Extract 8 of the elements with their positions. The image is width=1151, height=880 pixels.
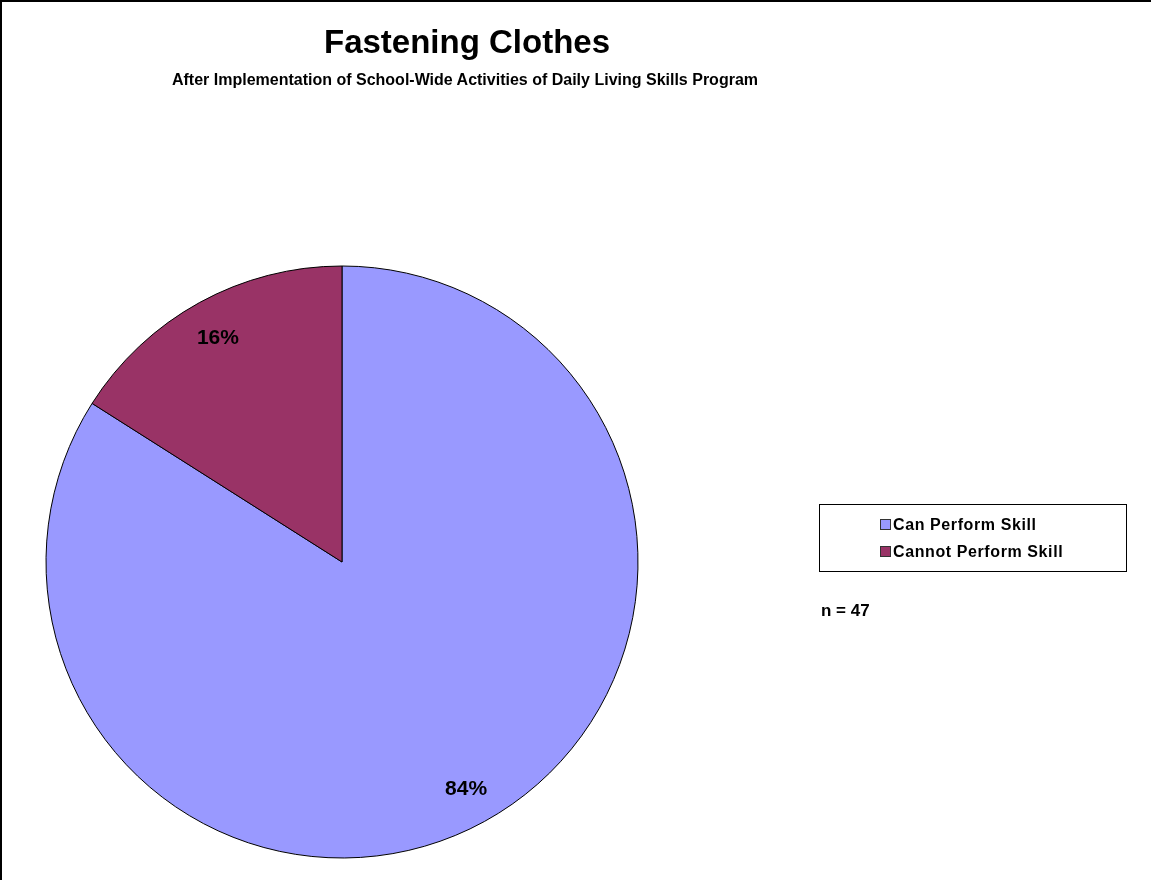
legend-label: Cannot Perform Skill xyxy=(893,542,1064,561)
pie-slice xyxy=(45,265,639,859)
text: n = 47 xyxy=(821,601,870,621)
chart-subtitle: After Implementation of School-Wide Activities of Daily Living Skills Program xyxy=(171,70,759,90)
data-label: 84% xyxy=(445,776,488,800)
chart-title: Fastening Clothes xyxy=(323,23,611,60)
data-label: 16% xyxy=(196,324,240,348)
legend-label: Can Perform Skill xyxy=(893,515,1037,534)
